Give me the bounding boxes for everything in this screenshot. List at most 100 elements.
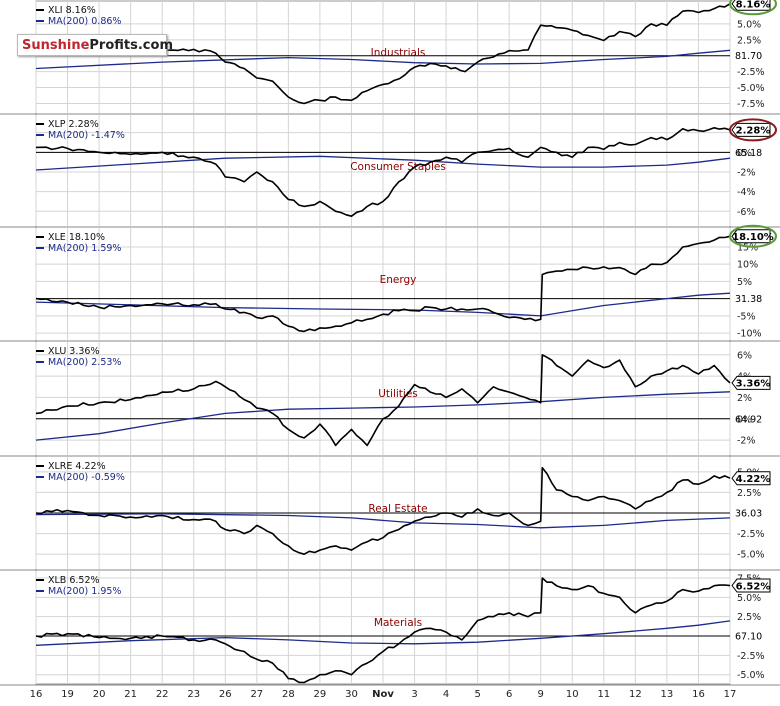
y-tick-label: 6% (737, 350, 752, 361)
x-tick-label: 22 (156, 689, 169, 700)
x-tick-label: 6 (506, 689, 512, 700)
price-line (35, 577, 731, 684)
last-value-box (731, 229, 771, 244)
zero-price-label: 36.03 (735, 509, 762, 520)
x-tick-label: 11 (597, 689, 610, 700)
y-tick-label: 2.5% (737, 488, 761, 499)
x-tick-label: 5 (474, 689, 480, 700)
y-tick-label: 5% (737, 277, 752, 288)
x-tick-label: 29 (314, 689, 327, 700)
zero-price-label: 64.92 (735, 414, 762, 425)
x-tick-label: 27 (250, 689, 263, 700)
y-tick-label: -2% (737, 436, 756, 447)
legend-price: XLRE 4.22% (48, 461, 106, 472)
x-tick-label: Nov (372, 689, 394, 700)
last-value-box (731, 375, 771, 390)
last-value-label: 6.52% (736, 581, 771, 592)
zero-price-label: 65.18 (735, 148, 762, 159)
brand-logo-part1: Sunshine (22, 38, 90, 53)
y-tick-label: -10% (737, 329, 762, 340)
y-tick-label: -5.0% (737, 550, 765, 561)
brand-logo-part2: Profits.com (89, 38, 173, 53)
panel-xle: 15% 10% 5% -5% -10% 31.38 Energy XLE 18.10%MA(2… (0, 224, 780, 342)
brand-logo: SunshineProfits.com (17, 34, 173, 56)
ma-line (35, 49, 731, 70)
legend-price: XLI 8.16% (48, 5, 96, 16)
y-tick-label: -2.5% (737, 67, 765, 78)
ma-line (35, 391, 731, 441)
y-tick-label: 0% (737, 148, 752, 159)
last-value-label: 18.10% (732, 232, 774, 243)
y-tick-label: -2% (737, 167, 756, 178)
x-axis: 16 19 20 21 22 23 26 27 28 29 30 Nov 3 4 5 6 9 10 11 12 13 16… (30, 689, 737, 700)
y-tick-label: -6% (737, 207, 756, 218)
x-tick-label: 17 (724, 689, 737, 700)
ma-line (35, 292, 731, 317)
legend-price: XLE 18.10% (48, 232, 105, 243)
legend-ma: MA(200) 2.53% (48, 357, 121, 368)
x-tick-label: 28 (282, 689, 295, 700)
y-tick-label: -4% (737, 187, 756, 198)
price-line (35, 466, 731, 556)
ma-line (35, 155, 731, 171)
y-tick-label: -5.0% (737, 83, 765, 94)
last-value-box (731, 578, 771, 593)
highlight-ellipse (729, 224, 777, 248)
x-tick-label: 3 (411, 689, 417, 700)
x-tick-label: 16 (30, 689, 43, 700)
x-tick-label: 23 (187, 689, 200, 700)
y-tick-label: 2.5% (737, 612, 761, 623)
x-tick-label: 21 (124, 689, 137, 700)
legend-ma: MA(200) 1.59% (48, 243, 121, 254)
legend-price: XLB 6.52% (48, 575, 100, 586)
x-tick-label: 26 (219, 689, 232, 700)
last-value-badge: 3.36% (731, 375, 771, 390)
zero-price-label: 31.38 (735, 294, 762, 305)
y-tick-label: -5.0% (737, 670, 765, 681)
panel-title: Real Estate (368, 503, 427, 515)
x-tick-label: 9 (538, 689, 544, 700)
x-tick-label: 19 (61, 689, 74, 700)
x-tick-label: 30 (345, 689, 358, 700)
x-tick-label: 4 (443, 689, 449, 700)
x-tick-label: 20 (93, 689, 106, 700)
x-tick-label: 16 (692, 689, 705, 700)
legend-ma: MA(200) 0.86% (48, 16, 121, 27)
last-value-box (731, 471, 771, 486)
y-tick-label: 5.0% (737, 19, 761, 30)
last-value-label: 2.28% (736, 126, 771, 137)
y-tick-label: 2.5% (737, 35, 761, 46)
legend-ma: MA(200) 1.95% (48, 586, 121, 597)
panel-title: Consumer Staples (350, 161, 446, 173)
panel-xli: 5.0% 2.5% -2.5% -5.0% -7.5% 81.70 Industrials X… (0, 0, 780, 115)
x-tick-label: 12 (629, 689, 642, 700)
last-value-label: 4.22% (736, 474, 771, 485)
price-line (35, 353, 731, 447)
y-tick-label: -5% (737, 311, 756, 322)
highlight-ellipse (729, 0, 777, 16)
last-value-badge: 2.28% (729, 118, 777, 142)
panel-title: Utilities (378, 388, 418, 400)
y-tick-label: 15% (737, 242, 758, 253)
y-tick-label: 2% (737, 393, 752, 404)
x-tick-label: 10 (566, 689, 579, 700)
ma-line (35, 513, 731, 529)
y-tick-label: 5.0% (737, 593, 761, 604)
last-value-badge: 6.52% (731, 578, 771, 593)
y-tick-label: -7.5% (737, 99, 765, 110)
legend-ma: MA(200) -0.59% (48, 472, 125, 483)
y-tick-label: -2.5% (737, 529, 765, 540)
y-tick-label: 0% (737, 414, 752, 425)
legend-ma: MA(200) -1.47% (48, 130, 125, 141)
y-tick-label: 10% (737, 260, 758, 271)
panel-title: Materials (374, 617, 422, 629)
zero-price-label: 67.10 (735, 632, 762, 643)
legend-price: XLU 3.36% (48, 346, 99, 357)
last-value-label: 3.36% (736, 379, 771, 390)
last-value-label: 8.16% (736, 0, 771, 11)
